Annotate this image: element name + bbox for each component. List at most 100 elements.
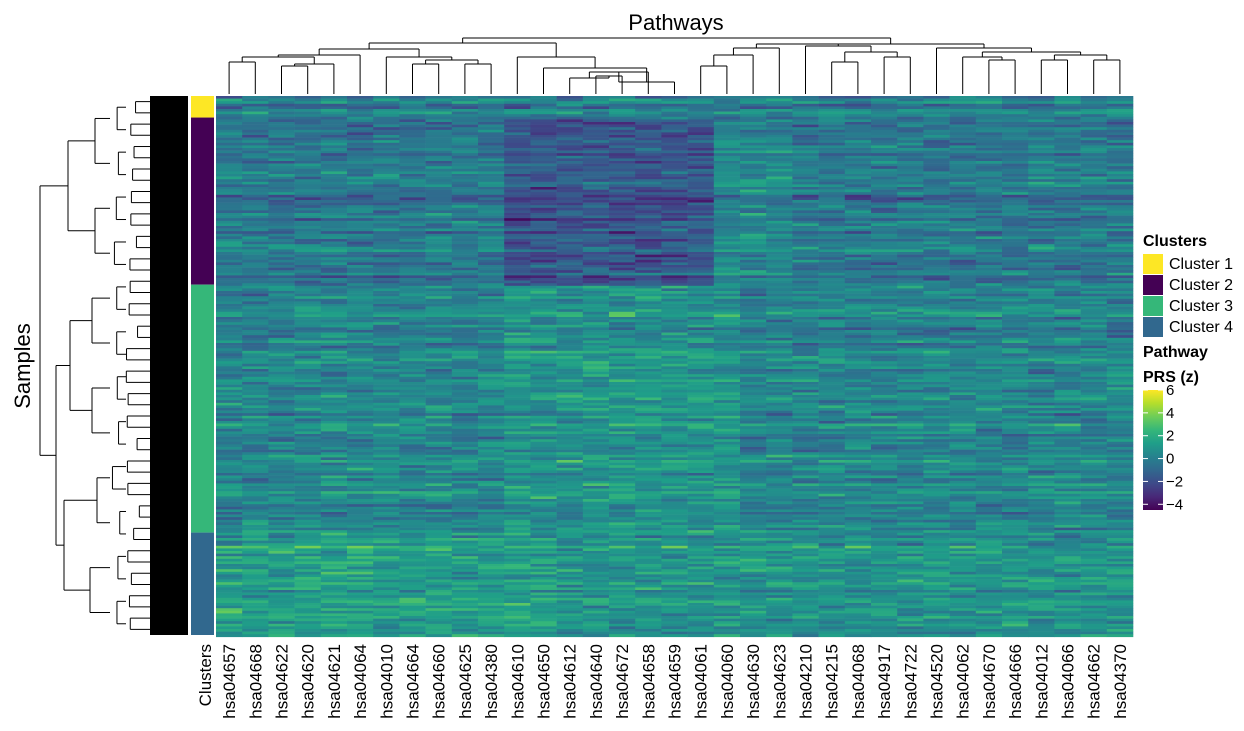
heatmap-cell: [923, 335, 950, 339]
heatmap-cell: [923, 285, 950, 289]
heatmap-cell: [975, 410, 1003, 414]
heatmap-cell: [844, 356, 872, 359]
heatmap-cell: [1002, 137, 1029, 141]
heatmap-cell: [1080, 267, 1108, 271]
heatmap-cell: [897, 98, 924, 102]
heatmap-cell: [1106, 262, 1134, 266]
heatmap-cell: [451, 153, 479, 157]
heatmap-cell: [425, 311, 453, 315]
heatmap-cell: [399, 140, 426, 144]
heatmap-cell: [949, 278, 977, 281]
heatmap-cell: [740, 205, 767, 209]
heatmap-cell: [1054, 335, 1081, 339]
heatmap-cell: [1054, 423, 1081, 427]
heatmap-cell: [818, 322, 846, 326]
heatmap-cell: [242, 181, 269, 185]
heatmap-cell: [1106, 439, 1134, 443]
heatmap-cell: [687, 106, 715, 110]
heatmap-cell: [713, 119, 741, 123]
heatmap-cell: [975, 184, 1003, 188]
heatmap-cell: [687, 207, 715, 211]
heatmap-cell: [609, 363, 636, 367]
heatmap-cell: [1106, 228, 1134, 232]
heatmap-cell: [635, 436, 662, 440]
heatmap-cell: [713, 114, 741, 118]
heatmap-cell: [1054, 322, 1081, 326]
heatmap-cell: [740, 301, 767, 305]
heatmap-cell: [294, 395, 322, 398]
heatmap-cell: [844, 132, 872, 136]
heatmap-cell: [399, 322, 426, 326]
heatmap-cell: [1028, 431, 1055, 435]
heatmap-cell: [1002, 166, 1029, 170]
heatmap-cell: [242, 371, 269, 375]
heatmap-cell: [347, 311, 374, 315]
heatmap-cell: [399, 132, 426, 136]
heatmap-cell: [661, 291, 688, 294]
heatmap-cell: [294, 246, 322, 250]
heatmap-cell: [844, 389, 872, 393]
heatmap-cell: [635, 285, 662, 289]
heatmap-cell: [1106, 436, 1134, 440]
heatmap-cell: [871, 215, 898, 219]
heatmap-cell: [609, 174, 636, 177]
heatmap-cell: [556, 215, 584, 219]
heatmap-cell: [478, 176, 505, 180]
heatmap-cell: [609, 335, 636, 339]
heatmap-cell: [530, 246, 557, 250]
heatmap-cell: [635, 444, 662, 448]
heatmap-cell: [871, 213, 898, 216]
heatmap-cell: [766, 382, 793, 385]
heatmap-cell: [687, 194, 715, 198]
heatmap-cell: [320, 215, 348, 219]
heatmap-cell: [451, 345, 479, 349]
heatmap-cell: [1080, 200, 1108, 203]
heatmap-cell: [347, 353, 374, 357]
heatmap-cell: [504, 319, 531, 323]
heatmap-cell: [294, 335, 322, 339]
heatmap-cell: [425, 140, 453, 144]
heatmap-cell: [373, 106, 400, 110]
heatmap-cell: [1054, 103, 1081, 107]
heatmap-cell: [268, 400, 295, 404]
heatmap-cell: [425, 111, 453, 115]
heatmap-cell: [347, 345, 374, 349]
heatmap-cell: [1106, 155, 1134, 159]
heatmap-cell: [504, 226, 531, 229]
heatmap-cell: [871, 285, 898, 289]
heatmap-cell: [530, 207, 557, 211]
heatmap-cell: [818, 166, 846, 170]
heatmap-cell: [818, 252, 846, 255]
heatmap-cell: [451, 285, 479, 289]
heatmap-cell: [425, 439, 453, 443]
heatmap-cell: [451, 369, 479, 372]
heatmap-cell: [844, 98, 872, 102]
heatmap-cell: [687, 272, 715, 276]
heatmap-cell: [740, 254, 767, 258]
heatmap-cell: [373, 376, 400, 380]
heatmap-cell: [740, 345, 767, 349]
heatmap-cell: [216, 423, 243, 427]
heatmap-cell: [320, 179, 348, 183]
heatmap-cell: [1002, 114, 1029, 118]
heatmap-cell: [242, 213, 269, 216]
heatmap-cell: [268, 335, 295, 339]
heatmap-cell: [609, 348, 636, 352]
heatmap-cell: [1002, 309, 1029, 313]
heatmap-cell: [818, 176, 846, 180]
heatmap-cell: [294, 106, 322, 110]
heatmap-cell: [740, 96, 767, 99]
heatmap-cell: [268, 441, 295, 445]
heatmap-cell: [949, 267, 977, 271]
heatmap-cell: [949, 434, 977, 437]
heatmap-cell: [451, 319, 479, 323]
heatmap-cell: [399, 148, 426, 151]
heatmap-cell: [897, 343, 924, 346]
heatmap-cell: [740, 397, 767, 401]
heatmap-cell: [687, 317, 715, 320]
heatmap-cell: [661, 356, 688, 359]
heatmap-cell: [897, 397, 924, 401]
heatmap-cell: [635, 114, 662, 118]
heatmap-cell: [1028, 298, 1055, 302]
heatmap-cell: [661, 441, 688, 445]
